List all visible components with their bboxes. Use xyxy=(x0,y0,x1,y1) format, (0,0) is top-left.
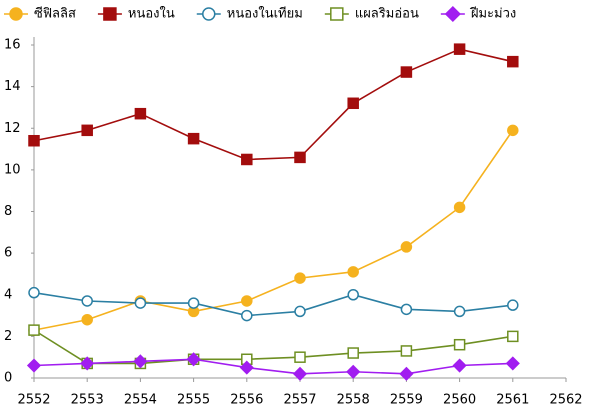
legend-item: หนองในเทียม xyxy=(196,6,303,22)
marker xyxy=(400,345,413,357)
series xyxy=(28,324,519,370)
y-tick-label: 14 xyxy=(4,79,21,94)
marker xyxy=(294,151,306,164)
marker xyxy=(28,324,40,336)
series-line xyxy=(33,291,513,317)
marker xyxy=(507,124,519,137)
marker xyxy=(505,356,520,371)
legend-label: ฝีมะม่วง xyxy=(469,6,516,22)
marker xyxy=(399,366,414,381)
y-tick-label: 10 xyxy=(4,162,21,177)
legend-label: หนองในเทียม xyxy=(227,6,303,22)
marker xyxy=(9,7,23,21)
marker xyxy=(103,7,117,21)
marker xyxy=(347,289,359,301)
series xyxy=(26,352,520,381)
marker xyxy=(239,360,254,375)
marker xyxy=(347,266,359,278)
marker xyxy=(453,43,466,55)
marker xyxy=(400,66,413,78)
marker xyxy=(294,305,306,318)
y-tick-label: 4 xyxy=(4,287,12,302)
marker xyxy=(26,358,42,373)
marker xyxy=(134,107,147,120)
marker xyxy=(400,241,413,253)
legend-label: หนองใน xyxy=(128,6,175,22)
y-tick-label: 6 xyxy=(4,246,12,261)
marker xyxy=(400,303,413,316)
series-line xyxy=(33,358,513,375)
marker xyxy=(187,132,200,145)
marker xyxy=(134,297,147,309)
x-tick-label: 2557 xyxy=(283,393,316,408)
legend-label: ซีฟิลลิส xyxy=(34,6,76,22)
marker xyxy=(241,295,253,307)
x-tick-label: 2558 xyxy=(337,393,370,408)
marker xyxy=(347,347,359,359)
x-tick-label: 2552 xyxy=(17,393,50,408)
marker xyxy=(133,354,148,369)
x-tick-label: 2553 xyxy=(71,393,104,408)
marker xyxy=(294,351,306,363)
legend-item: ซีฟิลลิส xyxy=(4,6,76,22)
x-tick-label: 2561 xyxy=(496,393,529,408)
legend-item: แผลริมอ่อน xyxy=(324,7,419,22)
marker xyxy=(507,55,519,68)
x-tick-label: 2556 xyxy=(230,393,263,408)
legend-label: แผลริมอ่อน xyxy=(355,7,419,22)
y-tick-label: 8 xyxy=(4,204,12,219)
marker xyxy=(453,305,466,318)
marker xyxy=(241,309,253,322)
marker xyxy=(346,364,361,379)
marker xyxy=(186,352,201,367)
series xyxy=(28,124,519,336)
legend-item: ฝีมะม่วง xyxy=(440,5,516,23)
marker xyxy=(28,286,40,299)
y-tick-label: 12 xyxy=(4,121,21,136)
x-tick-label: 2559 xyxy=(390,393,423,408)
x-tick-label: 2560 xyxy=(443,393,476,408)
marker xyxy=(453,201,466,214)
marker xyxy=(28,134,40,147)
marker xyxy=(330,7,344,21)
x-tick-label: 2554 xyxy=(124,393,157,408)
marker xyxy=(292,366,308,381)
marker xyxy=(294,272,306,284)
marker xyxy=(347,97,359,110)
marker xyxy=(81,313,93,326)
x-tick-label: 2555 xyxy=(177,393,210,408)
series xyxy=(28,43,519,166)
marker xyxy=(452,358,467,373)
x-tick-label: 2562 xyxy=(549,393,582,408)
series xyxy=(28,286,519,322)
marker xyxy=(453,338,466,351)
marker xyxy=(81,295,93,307)
y-tick-label: 0 xyxy=(4,371,12,386)
series-line xyxy=(33,329,513,365)
marker xyxy=(444,5,461,23)
marker xyxy=(202,7,216,21)
marker xyxy=(81,124,93,137)
y-tick-label: 2 xyxy=(4,329,12,344)
legend-item: หนองใน xyxy=(97,6,175,22)
marker xyxy=(241,153,253,166)
series-line xyxy=(33,48,513,161)
marker xyxy=(507,299,519,311)
marker xyxy=(507,330,519,343)
legend: ซีฟิลลิส หนองใน หนองในเทียม แผลริมอ่อน ฝีมะม… xyxy=(4,5,516,23)
series-line xyxy=(33,129,514,331)
marker xyxy=(187,297,200,309)
marker xyxy=(80,356,95,371)
y-tick-label: 16 xyxy=(4,38,21,53)
